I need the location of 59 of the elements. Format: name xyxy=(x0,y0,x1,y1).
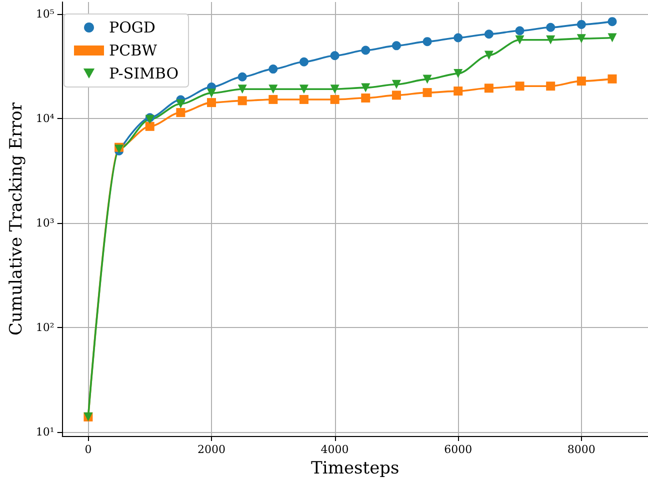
point xyxy=(546,82,556,91)
point xyxy=(299,57,308,66)
legend-label: POGD xyxy=(109,18,156,36)
point xyxy=(392,41,401,50)
x-tick-label: 4000 xyxy=(320,443,349,456)
point xyxy=(484,30,494,39)
x-tick-label: 8000 xyxy=(567,443,596,456)
point xyxy=(268,94,278,104)
point xyxy=(515,26,524,36)
point xyxy=(238,72,247,82)
point xyxy=(484,50,494,60)
point xyxy=(299,84,308,94)
point xyxy=(422,74,432,84)
point xyxy=(576,34,586,44)
point xyxy=(330,51,340,60)
point xyxy=(608,74,617,84)
y-tick-label: 10³ xyxy=(36,216,54,230)
point xyxy=(145,122,154,131)
point xyxy=(176,99,186,108)
point xyxy=(207,98,216,108)
point xyxy=(361,83,370,92)
point xyxy=(576,20,586,29)
x-tick-label: 0 xyxy=(84,443,92,456)
point xyxy=(515,35,524,44)
point xyxy=(422,88,432,98)
point xyxy=(608,17,617,26)
point xyxy=(361,46,370,55)
legend-label: PCBW xyxy=(109,42,158,60)
point xyxy=(330,84,340,94)
y-tick-label: 10⁵ xyxy=(36,7,54,20)
point xyxy=(392,80,401,89)
point xyxy=(238,84,247,94)
point xyxy=(576,76,586,86)
point xyxy=(268,84,278,94)
y-tick-label: 10² xyxy=(36,321,54,334)
x-tick-label: 2000 xyxy=(198,443,226,456)
point xyxy=(361,94,370,103)
point xyxy=(608,33,617,42)
x-axis-title: Timesteps xyxy=(311,458,400,478)
y-axis-title: Cumulative Tracking Error xyxy=(6,102,26,336)
point xyxy=(454,69,463,78)
point xyxy=(515,82,524,91)
point xyxy=(299,94,308,104)
point xyxy=(454,86,463,96)
point xyxy=(330,94,340,104)
point xyxy=(392,90,401,100)
point xyxy=(484,84,494,93)
point xyxy=(238,96,247,106)
point xyxy=(422,37,432,46)
point xyxy=(454,33,463,42)
point xyxy=(176,108,186,118)
y-tick-label: 10⁴ xyxy=(36,112,55,125)
x-tick-label: 6000 xyxy=(444,443,472,456)
y-tick-label: 10¹ xyxy=(36,426,54,439)
point xyxy=(546,22,556,32)
legend-label: P-SIMBO xyxy=(109,64,178,82)
point xyxy=(268,64,278,74)
point xyxy=(207,88,216,98)
point xyxy=(546,35,556,44)
